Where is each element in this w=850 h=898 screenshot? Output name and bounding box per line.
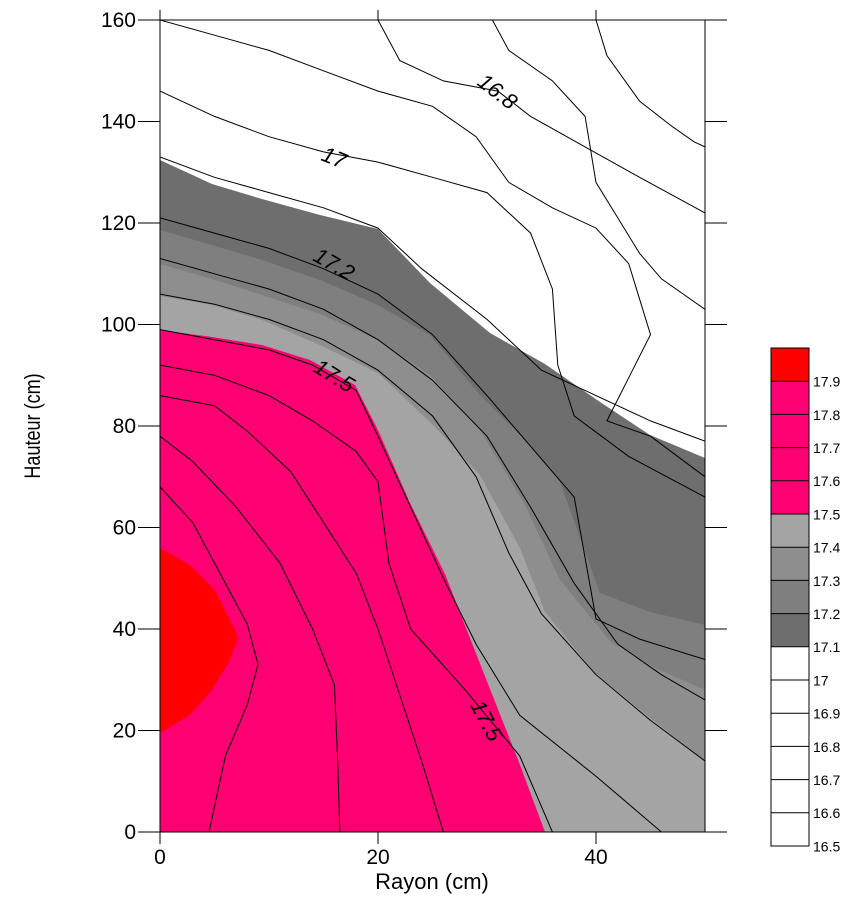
legend-swatch — [771, 414, 809, 448]
contour-line — [160, 395, 444, 832]
region-17-5-and-above — [160, 330, 545, 832]
y-axis: 0 20 40 60 80 100 120 140 160 — [101, 9, 727, 844]
y-axis-title: Hauteur (cm) — [21, 373, 45, 478]
y-tick-label: 120 — [101, 212, 136, 235]
legend-label: 16.6 — [813, 805, 840, 821]
x-axis: 0 20 40 — [154, 10, 608, 869]
legend-swatch — [771, 348, 809, 382]
legend-swatch — [771, 779, 809, 813]
contour-lines — [160, 20, 705, 832]
y-tick-label: 20 — [113, 720, 136, 743]
color-legend: 17.9 17.8 17.7 17.6 17.5 17.4 17.3 17.2 17.1 17 16… — [770, 347, 840, 854]
y-tick-label: 160 — [101, 9, 136, 32]
legend-label: 17.1 — [813, 639, 840, 655]
contour-line — [160, 486, 259, 832]
legend-swatch — [771, 680, 809, 714]
legend-label: 17.5 — [813, 506, 840, 522]
legend-label: 17.3 — [813, 573, 840, 589]
legend-label: 16.9 — [813, 706, 840, 722]
contour-line — [491, 20, 705, 310]
legend-label: 17.6 — [813, 473, 840, 489]
y-tick-label: 80 — [113, 415, 136, 438]
x-tick-label: 20 — [366, 846, 389, 869]
region-17-9 — [160, 548, 238, 733]
contour-line — [160, 364, 553, 832]
y-tick-label: 0 — [124, 821, 136, 844]
contour-line — [160, 329, 662, 832]
contour-line — [160, 435, 341, 832]
legend-label: 17.9 — [813, 374, 840, 390]
legend-label: 16.7 — [813, 772, 840, 788]
legend-swatch — [771, 746, 809, 780]
legend-label: 16.8 — [813, 739, 840, 755]
legend-label: 17.7 — [813, 440, 840, 456]
contour-line — [160, 217, 705, 660]
contour-line — [160, 90, 705, 498]
legend-swatch — [771, 713, 809, 747]
legend-swatch — [771, 812, 809, 846]
y-tick-label: 140 — [101, 111, 136, 134]
legend-label: 17.8 — [813, 407, 840, 423]
y-tick-label: 100 — [101, 314, 136, 337]
legend-swatch — [771, 447, 809, 481]
legend-swatch — [771, 514, 809, 548]
legend-swatch — [771, 547, 809, 581]
y-tick-label: 60 — [113, 517, 136, 540]
contour-line — [160, 293, 705, 762]
x-tick-label: 0 — [154, 846, 166, 869]
y-tick-label: 40 — [113, 618, 136, 641]
legend-swatch — [771, 646, 809, 680]
x-axis-title: Rayon (cm) — [375, 869, 489, 894]
contour-line — [160, 258, 705, 701]
legend-swatch — [771, 381, 809, 415]
legend-swatch — [771, 480, 809, 514]
legend-label: 17 — [813, 672, 829, 688]
contour-line — [160, 20, 705, 478]
legend-swatch — [771, 580, 809, 614]
contour-line — [377, 20, 705, 214]
legend-swatch — [771, 613, 809, 647]
legend-label: 17.4 — [813, 540, 840, 556]
x-tick-label: 40 — [584, 846, 607, 869]
contour-fills — [160, 20, 705, 832]
legend-label: 16.5 — [813, 838, 840, 854]
contour-line — [160, 156, 705, 442]
contour-line — [595, 20, 705, 148]
legend-label: 17.2 — [813, 606, 840, 622]
